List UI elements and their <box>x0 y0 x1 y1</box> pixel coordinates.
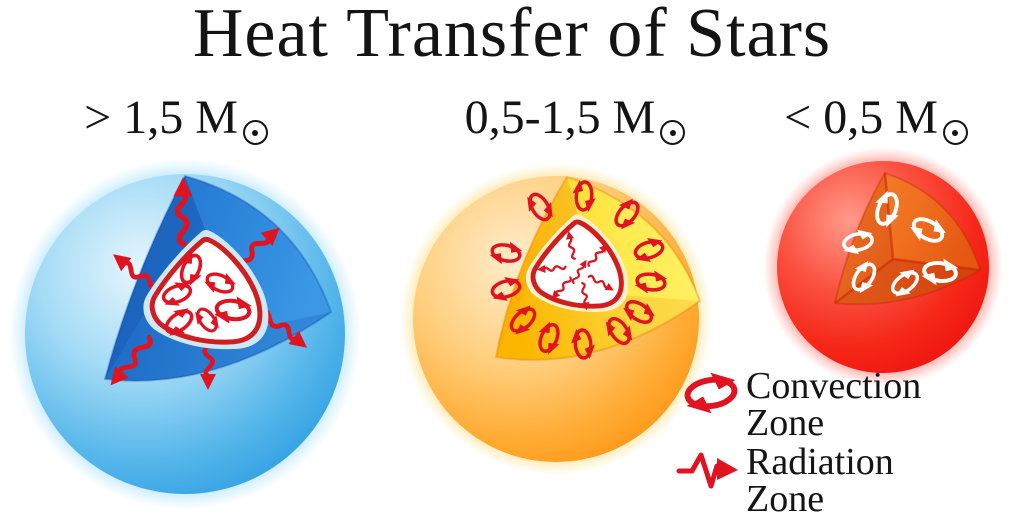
legend-radiation-row: Radiation Zone <box>676 441 921 520</box>
solar-mass-sun-icon <box>242 120 268 145</box>
legend-radiation-line1: Radiation <box>746 441 894 483</box>
legend-radiation-line2: Zone <box>746 478 825 520</box>
mass-label-low: < 0,5 M <box>716 90 1024 145</box>
solar-mass-sun-icon <box>660 120 686 145</box>
sun-dot <box>252 129 259 136</box>
legend-convection-label: Convection Zone <box>746 365 922 444</box>
legend-radiation-label: Radiation Zone <box>746 441 894 520</box>
legend-convection-line2: Zone <box>746 402 825 444</box>
mass-label-high-text: > 1,5 M <box>84 91 238 144</box>
legend-convection-line1: Convection <box>746 365 922 407</box>
solar-mass-sun-icon <box>942 120 968 145</box>
sun-dot <box>952 129 959 136</box>
mass-label-high: > 1,5 M <box>16 90 336 145</box>
mass-label-low-text: < 0,5 M <box>784 91 938 144</box>
legend: Convection Zone Radiation Zone <box>676 365 922 520</box>
legend-convection-row: Convection Zone <box>676 365 922 444</box>
mass-label-mid-text: 0,5-1,5 M <box>464 91 656 144</box>
mass-label-mid: 0,5-1,5 M <box>415 90 735 145</box>
convection-loop-icon <box>676 372 746 414</box>
sun-dot <box>669 129 676 136</box>
mid-mass-star-illustration <box>400 163 712 475</box>
high-mass-star-illustration <box>9 158 361 510</box>
low-mass-star-illustration <box>763 147 1003 387</box>
page-title: Heat Transfer of Stars <box>192 0 832 72</box>
radiation-wave-icon <box>676 452 738 489</box>
